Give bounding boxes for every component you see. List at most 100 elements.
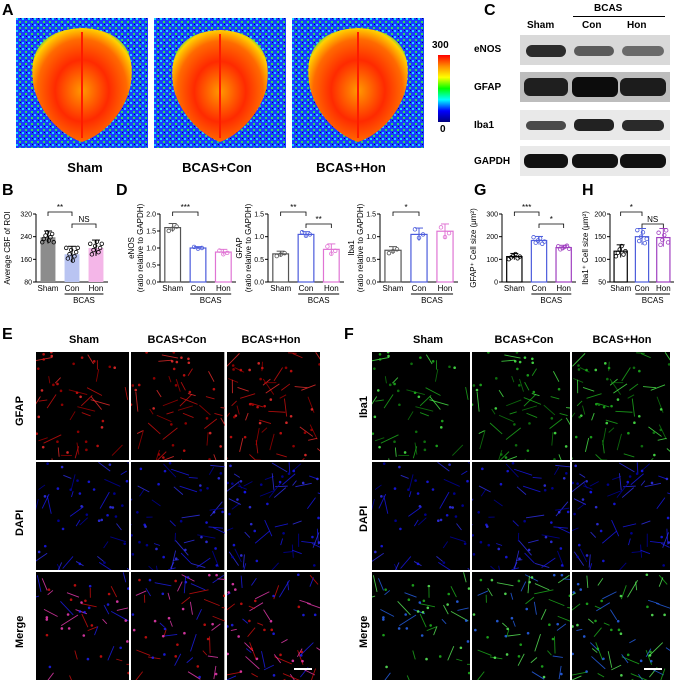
micrograph-f-r1-c0 <box>372 462 470 570</box>
significance-label: * <box>550 215 553 224</box>
significance-label: * <box>630 203 633 212</box>
data-point <box>656 230 661 235</box>
group-label: BCAS <box>200 296 222 305</box>
y-tick-label: 0.5 <box>366 257 376 264</box>
data-point <box>225 250 230 256</box>
data-point <box>199 245 205 251</box>
data-point <box>49 231 55 237</box>
y-tick-label: 1.5 <box>254 212 264 219</box>
significance-label: * <box>404 203 407 212</box>
data-point <box>638 234 644 239</box>
data-point <box>446 230 452 236</box>
data-point <box>621 252 626 257</box>
colorbar <box>438 55 450 122</box>
category-label: Sham <box>504 284 525 293</box>
panel-letter-h: H <box>582 182 594 199</box>
col-label-e-sham: Sham <box>69 334 99 346</box>
group-label: BCAS <box>308 296 330 305</box>
data-point <box>615 250 621 256</box>
data-point <box>99 241 104 246</box>
data-point <box>94 239 100 244</box>
y-axis-label-secondary: (ratio relative to GAPDH) <box>244 203 253 292</box>
category-label: Hon <box>656 284 671 293</box>
group-label: BCAS <box>642 296 664 305</box>
chart-d-enos: 0.0 0.5 1.0 1.5 2.0 eNOS (ratio relative to GA… <box>127 203 236 305</box>
micrograph-e-r0-c2 <box>226 352 320 460</box>
y-tick-label: 100 <box>594 257 606 264</box>
data-point <box>420 232 426 237</box>
blot-row-gapdh <box>520 146 670 176</box>
data-point <box>307 232 313 237</box>
data-point <box>642 240 648 246</box>
data-point <box>170 226 175 231</box>
data-point <box>513 251 518 257</box>
chart-d-iba1: 0.0 0.5 1.0 1.5 Iba1 (ratio relative to GAPDH… <box>347 203 458 305</box>
col-label-e-bcas-con: BCAS+Con <box>147 334 207 346</box>
data-point <box>394 247 400 252</box>
data-point <box>217 248 222 253</box>
colorbar-min-label: 0 <box>440 124 446 135</box>
significance-bracket <box>620 211 643 216</box>
data-point <box>329 251 334 256</box>
y-tick-label: 1.5 <box>366 212 376 219</box>
data-point <box>562 244 567 250</box>
chart-h-iba1-size: 50 100 150 200 Iba1⁺ Cell size (μm²) Sham Con H… <box>581 203 674 305</box>
bar-con <box>410 233 428 283</box>
data-point <box>44 230 50 235</box>
category-label: Hon <box>89 284 104 293</box>
data-point <box>558 247 563 252</box>
blot-group-line <box>573 16 665 17</box>
category-label: Hon <box>556 284 571 293</box>
significance-label: *** <box>522 203 531 212</box>
significance-bracket <box>538 223 565 228</box>
data-point <box>195 246 201 251</box>
lane-label-con: Con <box>582 20 602 31</box>
category-label: Sham <box>162 284 183 293</box>
y-axis-label: Iba1⁺ Cell size (μm²) <box>581 211 590 285</box>
significance-label: NS <box>647 215 658 224</box>
group-label: BCAS <box>540 296 562 305</box>
significance-bracket <box>305 223 332 228</box>
category-label: Con <box>532 284 547 293</box>
bar-hon <box>555 246 572 283</box>
blot-row-enos <box>520 35 670 65</box>
col-label-f-sham: Sham <box>413 334 443 346</box>
row-label-f-iba1: Iba1 <box>358 395 370 418</box>
data-point <box>191 244 197 250</box>
data-point <box>303 233 309 239</box>
data-point <box>442 234 448 240</box>
chart-b-cbf: 80 160 240 320 Average CBF of ROI Sham Con Hon B… <box>3 203 108 305</box>
data-point <box>640 230 646 235</box>
micrograph-f-r2-c2 <box>572 572 670 680</box>
scale-bar <box>644 668 662 670</box>
bar-sham <box>384 249 402 283</box>
protein-label-gfap: GFAP <box>474 82 502 93</box>
y-axis-label-secondary: (ratio relative to GAPDH) <box>136 203 145 292</box>
y-axis-label: Average CBF of ROI <box>3 211 12 284</box>
y-axis-label: Iba1 <box>347 240 356 256</box>
significance-label: *** <box>181 203 190 212</box>
micrograph-e-r2-c2 <box>226 572 320 680</box>
data-point <box>221 252 226 257</box>
group-label: BCAS <box>73 296 95 305</box>
y-tick-label: 100 <box>486 257 498 264</box>
panel-letter-b: B <box>2 182 14 199</box>
category-label: Con <box>412 284 427 293</box>
row-label-f-dapi: DAPI <box>358 505 370 532</box>
group-label-bcas-hon: BCAS+Hon <box>316 160 386 175</box>
micrograph-e-r1-c0 <box>36 462 130 570</box>
y-tick-label: 0.0 <box>254 280 264 287</box>
data-point <box>70 258 76 263</box>
data-point <box>166 228 171 234</box>
cbf-image-bcas-con <box>154 18 286 148</box>
data-point <box>623 248 628 254</box>
y-tick-label: 300 <box>486 212 498 219</box>
data-point <box>92 243 98 249</box>
group-label: BCAS <box>421 296 443 305</box>
data-point <box>537 236 543 241</box>
data-point <box>75 245 80 251</box>
y-tick-label: 80 <box>24 280 32 287</box>
category-label: Hon <box>324 284 339 293</box>
data-point <box>560 245 565 251</box>
bar-con <box>189 247 207 283</box>
